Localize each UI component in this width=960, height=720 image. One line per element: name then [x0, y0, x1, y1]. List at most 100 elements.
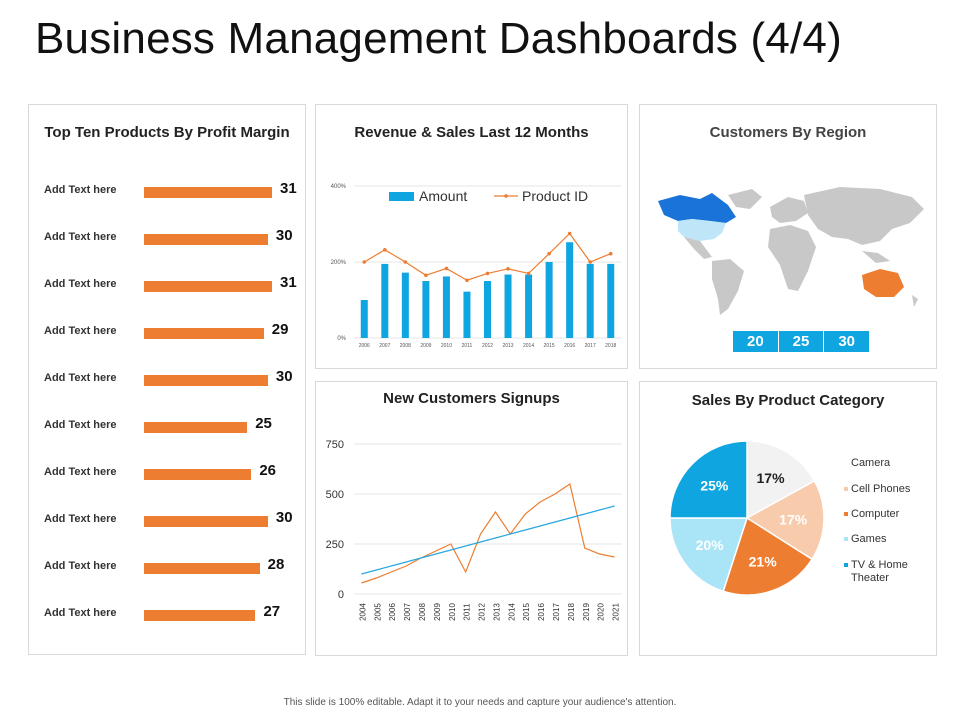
- x-tick-label: 2021: [612, 603, 621, 621]
- x-tick-label: 2011: [462, 343, 473, 349]
- map-australia: [862, 269, 904, 297]
- x-tick-label: 2018: [605, 343, 616, 349]
- map-central-america: [684, 237, 712, 259]
- pie-value-label: 17%: [779, 511, 808, 527]
- revenue-bar: [566, 242, 574, 338]
- y-tick-label: 250: [326, 539, 344, 551]
- x-tick-label: 2018: [567, 603, 576, 621]
- x-tick-label: 2015: [544, 343, 555, 349]
- x-tick-label: 2008: [418, 603, 427, 621]
- region-values-bar: 20 25 30: [733, 331, 869, 352]
- bar: [144, 187, 272, 198]
- bar: [144, 375, 268, 386]
- bar: [144, 234, 268, 245]
- bar-label: Add Text here: [44, 560, 117, 572]
- x-tick-label: 2007: [379, 343, 390, 349]
- x-tick-label: 2017: [585, 343, 596, 349]
- map-europe: [770, 197, 808, 223]
- x-tick-label: 2014: [507, 603, 516, 621]
- bar: [144, 563, 260, 574]
- bar-row: Add Text here 30: [29, 509, 307, 534]
- legend-label-amount: Amount: [419, 188, 467, 204]
- product-id-point: [608, 251, 613, 256]
- x-tick-label: 2017: [552, 603, 561, 621]
- bar-label: Add Text here: [44, 513, 117, 525]
- x-tick-label: 2012: [478, 603, 487, 621]
- bar-row: Add Text here 29: [29, 321, 307, 346]
- legend-swatch: [844, 461, 848, 465]
- bar-row: Add Text here 25: [29, 415, 307, 440]
- product-id-point: [444, 266, 449, 271]
- map-asia: [804, 187, 924, 245]
- category-pie: 17% 17% 21% 20% 25% Camera Cell Phones Computer…: [669, 440, 911, 596]
- revenue-title: Revenue & Sales Last 12 Months: [354, 124, 589, 141]
- legend-label: Games: [851, 533, 887, 545]
- revenue-panel: Revenue & Sales Last 12 Months 0% 200% 400…: [315, 104, 628, 369]
- x-tick-label: 2020: [597, 603, 606, 621]
- revenue-bar: [401, 272, 409, 338]
- y-tick-label: 750: [326, 439, 344, 451]
- bar: [144, 469, 252, 480]
- map-new-zealand: [912, 295, 918, 307]
- bar-value-label: 28: [267, 556, 285, 573]
- y-tick-label: 0%: [337, 336, 346, 342]
- legend-swatch: [844, 512, 848, 516]
- category-title: Sales By Product Category: [691, 392, 885, 409]
- x-tick-label: 2011: [463, 603, 472, 621]
- x-tick-label: 2007: [403, 603, 412, 621]
- world-map: [658, 187, 924, 315]
- top-products-title: Top Ten Products By Profit Margin: [44, 124, 290, 141]
- bar: [144, 516, 268, 527]
- legend-label: Cell Phones: [851, 483, 911, 495]
- y-tick-label: 400%: [331, 184, 347, 190]
- bar-label: Add Text here: [44, 466, 117, 478]
- x-tick-label: 2004: [358, 603, 367, 621]
- region-value: 20: [733, 331, 779, 352]
- map-africa: [768, 225, 816, 291]
- y-tick-label: 0: [338, 589, 344, 601]
- region-panel: Customers By Region 20 25 30: [639, 104, 937, 369]
- x-tick-label: 2008: [400, 343, 411, 349]
- bar-row: Add Text here 31: [29, 180, 307, 205]
- bar-row: Add Text here 26: [29, 462, 307, 487]
- bar-row: Add Text here 31: [29, 274, 307, 299]
- revenue-bar: [607, 263, 615, 338]
- product-id-point: [362, 260, 367, 264]
- revenue-bar: [422, 281, 430, 338]
- bar: [144, 281, 272, 292]
- x-tick-label: 2016: [537, 603, 546, 621]
- footer-note: This slide is 100% editable. Adapt it to…: [283, 697, 677, 708]
- product-id-point: [403, 260, 408, 264]
- product-id-point: [547, 251, 551, 256]
- pie-value-label: 21%: [749, 553, 778, 569]
- y-tick-label: 500: [326, 489, 344, 501]
- bar-value-label: 27: [263, 603, 281, 620]
- legend-swatch: [844, 537, 848, 541]
- revenue-bar: [442, 276, 450, 338]
- bar-row: Add Text here 30: [29, 227, 307, 252]
- region-value: 25: [779, 331, 825, 352]
- product-id-point: [383, 248, 387, 252]
- legend-label: Camera: [851, 457, 891, 469]
- revenue-bar: [525, 274, 533, 338]
- bar: [144, 610, 256, 621]
- bar-value-label: 31: [280, 180, 297, 197]
- map-se-asia: [862, 251, 890, 263]
- bar-label: Add Text here: [44, 231, 117, 243]
- pie-value-label: 25%: [700, 477, 729, 493]
- bar-value-label: 30: [275, 227, 293, 244]
- x-tick-label: 2015: [522, 603, 531, 621]
- pie-slice: [669, 440, 748, 519]
- product-id-point: [526, 271, 531, 276]
- signups-title: New Customers Signups: [383, 390, 560, 407]
- pie-value-label: 20%: [696, 537, 725, 553]
- legend-label: Theater: [851, 572, 889, 584]
- legend-label: TV & Home: [851, 559, 908, 571]
- product-id-point: [465, 278, 469, 283]
- revenue-bar: [381, 263, 389, 338]
- x-tick-label: 2010: [441, 343, 452, 349]
- region-value: 30: [838, 333, 856, 350]
- product-id-point: [485, 271, 490, 276]
- y-tick-label: 200%: [331, 260, 347, 266]
- x-tick-label: 2006: [388, 603, 397, 621]
